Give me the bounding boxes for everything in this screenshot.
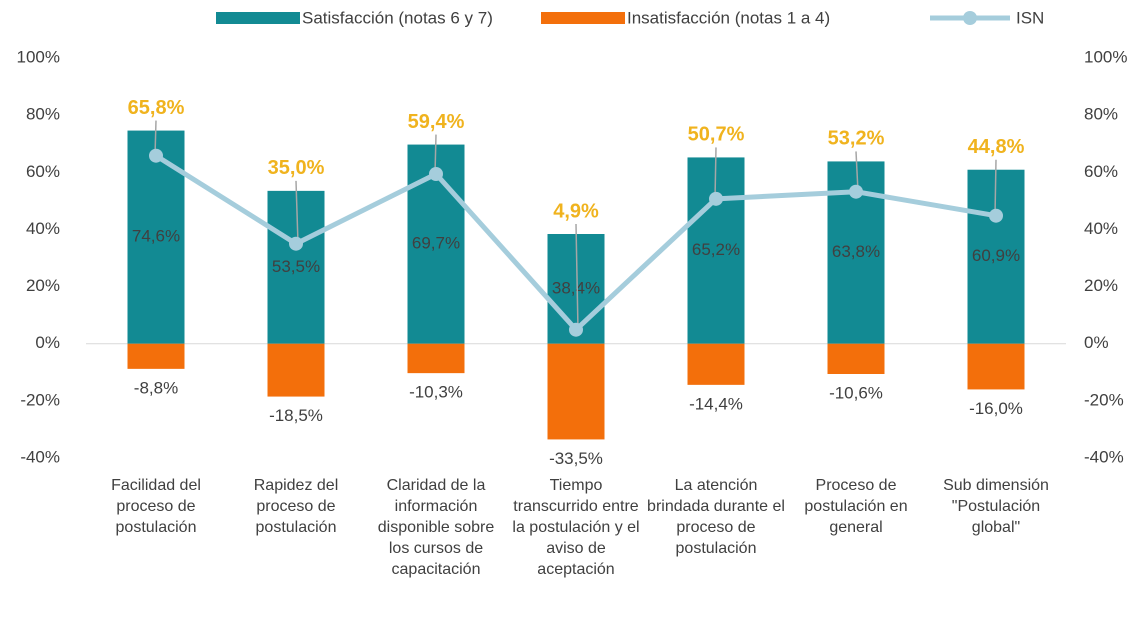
x-tick-label: Facilidad del proceso de postulación [111,477,201,536]
y-tick-label: 40% [26,219,60,238]
line-marker [709,191,723,206]
data-label: 63,8% [832,242,880,261]
data-label: 35,0% [268,157,325,179]
line-marker [149,148,163,163]
data-label: 44,8% [968,136,1025,158]
data-label: 69,7% [412,234,460,253]
data-label: 74,6% [132,227,180,246]
y2-tick-label: 80% [1084,105,1118,124]
legend-label: Insatisfacción (notas 1 a 4) [627,8,830,27]
data-label: -14,4% [689,394,743,413]
legend-swatch [541,12,625,24]
data-label: -18,5% [269,406,323,425]
line-marker [989,208,1003,223]
y2-tick-label: 0% [1084,333,1109,352]
y-tick-label: 60% [26,162,60,181]
x-tick-label: Proceso de postulación en general [804,477,908,536]
data-label: 65,8% [128,97,185,119]
y-tick-label: 20% [26,276,60,295]
bar [827,343,885,374]
legend-label: Satisfacción (notas 6 y 7) [302,8,493,27]
leader-line [295,180,299,244]
data-label: -33,5% [549,449,603,468]
x-tick-label: Claridad de la información disponible so… [377,477,495,578]
y2-tick-label: -40% [1084,447,1124,466]
x-tick-label: Tiempo transcurrido entre la postulación… [512,477,640,578]
leader-line [714,147,717,199]
y-tick-label: 80% [26,105,60,124]
y-tick-label: 100% [17,47,60,66]
legend-label: ISN [1016,8,1044,27]
bar [127,343,185,369]
leader-line [994,159,997,216]
y2-tick-label: 100% [1084,47,1127,66]
y2-tick-label: 60% [1084,162,1118,181]
x-tick-label: La atención brindada durante el proceso … [647,477,785,557]
bar [267,190,325,344]
line-marker [429,167,443,181]
bar [687,157,745,344]
y2-tick-label: 40% [1084,219,1118,238]
data-label: 38,4% [552,278,600,297]
x-tick-label: Sub dimensión "Postulación global" [943,477,1049,536]
y-tick-label: -40% [20,447,60,466]
y2-tick-label: 20% [1084,276,1118,295]
data-label: -8,8% [134,378,178,397]
line-marker [569,322,583,337]
y2-tick-label: -20% [1084,390,1124,409]
data-label: -10,6% [829,383,883,402]
bar [547,343,605,440]
data-label: -10,3% [409,383,463,402]
y-tick-label: -20% [20,390,60,409]
data-label: 59,4% [408,111,465,133]
data-label: 53,5% [272,257,320,276]
legend-swatch [216,12,300,24]
data-label: 4,9% [553,200,599,222]
data-label: 53,2% [828,128,885,150]
data-label: 50,7% [688,124,745,146]
data-label: -16,0% [969,399,1023,418]
legend-swatch [963,11,977,25]
data-label: 65,2% [692,240,740,259]
bar [407,343,465,374]
leader-line [575,223,579,330]
bar [267,343,325,397]
bar [967,343,1025,390]
x-tick-label: Rapidez del proceso de postulación [253,477,339,536]
line-marker [849,184,863,199]
bar [687,343,745,385]
y-tick-label: 0% [35,333,60,352]
line-marker [289,236,303,251]
data-label: 60,9% [972,246,1020,265]
